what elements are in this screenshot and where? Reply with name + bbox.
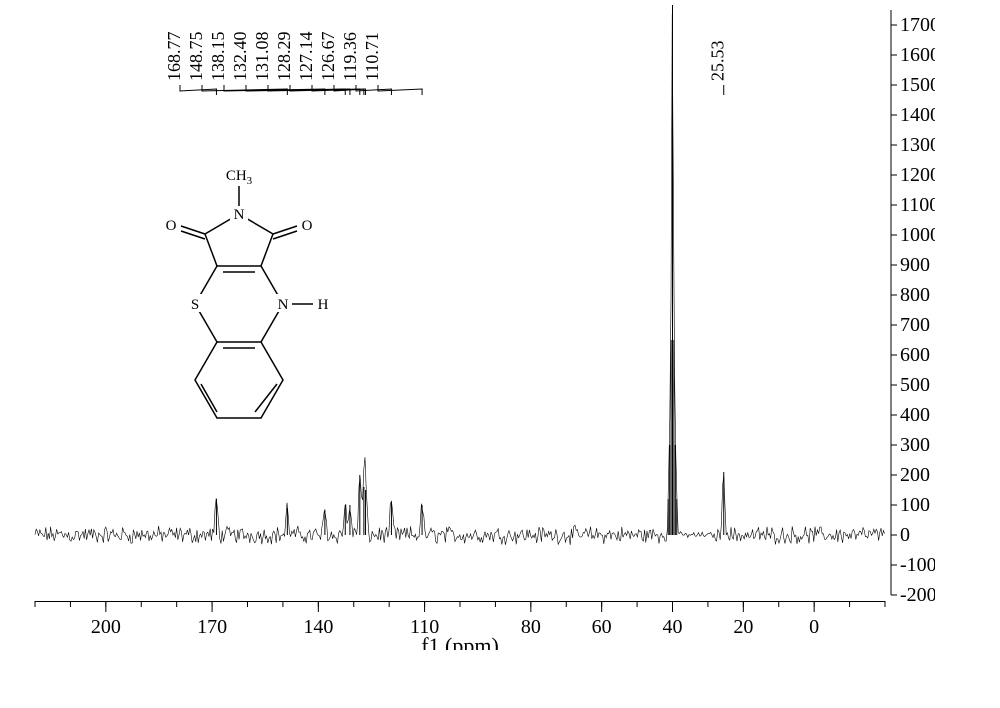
x-tick-label: 170 [197, 616, 227, 638]
y-tick-label: 1100 [900, 194, 935, 216]
peak-leader [356, 85, 391, 95]
peak-label: 132.40 [230, 32, 250, 82]
peak-labels: 168.77148.75138.15132.40131.08128.29127.… [164, 32, 728, 96]
x-tick-label: 140 [303, 616, 333, 638]
peak-label: 25.53 [708, 41, 728, 82]
x-axis-title: f1 (ppm) [421, 633, 499, 650]
peak-label: 110.71 [362, 32, 382, 81]
peak-label: 148.75 [186, 32, 206, 82]
peak-label: 119.36 [340, 32, 360, 81]
x-tick-label: 40 [663, 616, 683, 638]
y-axis: -200 -100 0 100 200 300 400 500 600 700 800 900 1000… [891, 10, 935, 606]
peak-label: 131.08 [252, 32, 272, 82]
x-tick-label: 20 [733, 616, 753, 638]
y-tick-label: 900 [900, 254, 930, 276]
y-tick-label: 700 [900, 314, 930, 336]
peak-label: 128.29 [274, 32, 294, 82]
peak-leader [378, 85, 422, 95]
y-tick-label: 400 [900, 404, 930, 426]
molecule-structure: S N H N CH3 O O [166, 168, 329, 418]
y-tick-label: 500 [900, 374, 930, 396]
peak-label: 138.15 [208, 32, 228, 82]
y-tick-label: 300 [900, 434, 930, 456]
y-tick-label: 1700 [900, 14, 935, 36]
spectrum-trace [35, 5, 885, 545]
y-tick-label: 800 [900, 284, 930, 306]
x-tick-label: 60 [592, 616, 612, 638]
atom-o2-label: O [302, 218, 313, 234]
y-tick-label: 1600 [900, 44, 935, 66]
peak-label: 127.14 [296, 32, 316, 82]
y-tick-label: -100 [900, 554, 935, 576]
atom-h-label: H [318, 297, 329, 313]
y-tick-label: 600 [900, 344, 930, 366]
atom-n2-label: N [234, 207, 245, 223]
y-tick-label: 1200 [900, 164, 935, 186]
y-tick-label: 1000 [900, 224, 935, 246]
atom-s-label: S [191, 297, 199, 313]
atom-n-label: N [278, 297, 289, 313]
y-tick-label: 1300 [900, 134, 935, 156]
y-tick-label: 100 [900, 494, 930, 516]
y-tick-label: 0 [900, 524, 910, 546]
y-tick-label: 200 [900, 464, 930, 486]
x-tick-label: 0 [809, 616, 819, 638]
peak-label: 126.67 [318, 32, 338, 82]
y-tick-label: 1400 [900, 104, 935, 126]
atom-o1-label: O [166, 218, 177, 234]
x-tick-label: 200 [91, 616, 121, 638]
y-tick-label: 1500 [900, 74, 935, 96]
y-tick-label: -200 [900, 584, 935, 606]
peak-label: 168.77 [164, 32, 184, 82]
ch3-label: CH3 [226, 168, 253, 187]
peak-leader [180, 85, 216, 95]
baseline-noise [35, 14, 885, 545]
nmr-spectrum-plot: 168.77148.75138.15132.40131.08128.29127.… [30, 5, 935, 650]
x-tick-label: 80 [521, 616, 541, 638]
